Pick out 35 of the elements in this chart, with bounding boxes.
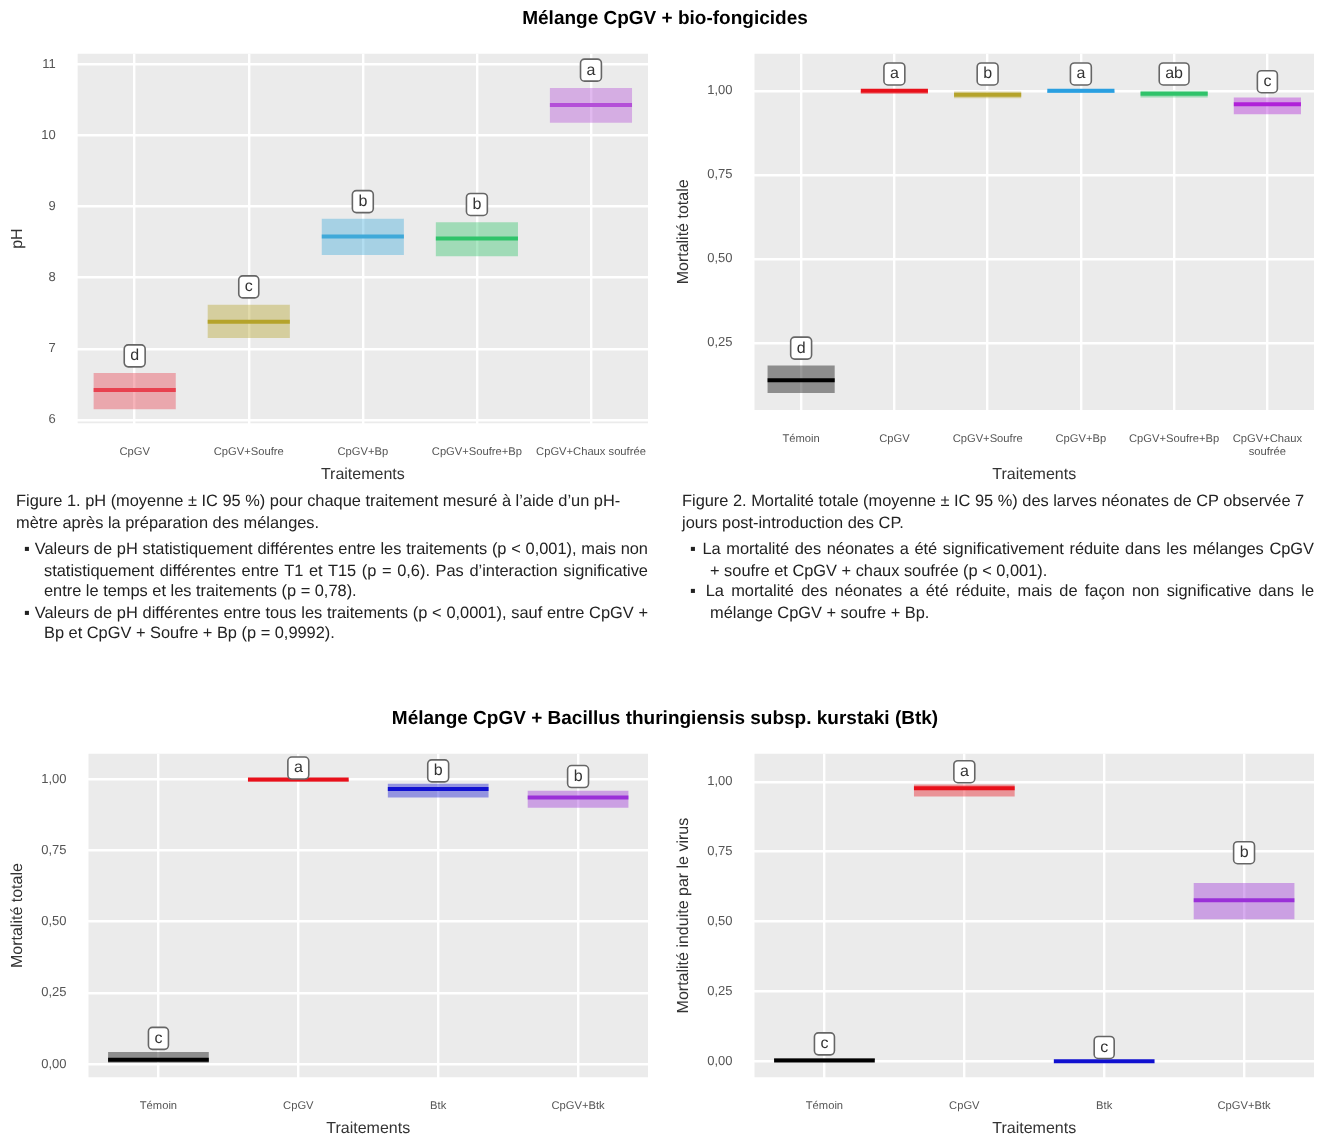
caption: Figure 2. Mortalité totale (moyenne ± IC 95 %) des larves néonates de CP observée 7 jours post-introduction des CP. bbox=[682, 492, 1307, 534]
chart-title: Mélange CpGV + Bacillus thuringiensis subsp. kurstaki (Btk) bbox=[389, 708, 941, 730]
annotation: a bbox=[959, 762, 970, 781]
x-axis-title: Traitements bbox=[992, 1118, 1077, 1137]
chart-title: Mélange CpGV + bio-fongicides bbox=[520, 8, 810, 30]
annotation: d bbox=[796, 338, 806, 357]
text: ▪ La mortalité des néonates a été significativement réduite dans les mélanges CpGV + soufre et CpGV + chaux soufrée (p < 0,001). bbox=[690, 540, 1314, 582]
annotation: c bbox=[1100, 1037, 1109, 1056]
x-axis-title: Traitements bbox=[320, 464, 405, 483]
text: ▪ Valeurs de pH statistiquement différentes entre les traitements (p < 0,001), mais non statistiquement différentes entre T1 et T15 (p = 0,6). Pas d’interaction significative entre le temps et les traitements (p = 0,78). bbox=[24, 540, 648, 603]
annotation: d bbox=[130, 346, 140, 365]
x-axis-title: Traitements bbox=[326, 1118, 411, 1137]
annotation: a bbox=[889, 64, 900, 83]
y-axis-title: Mortalité totale bbox=[674, 178, 693, 285]
text: ▪ La mortalité des néonates a été réduite, mais de façon non significative dans le mélange CpGV + soufre + Bp. bbox=[690, 582, 1314, 624]
annotation: b bbox=[983, 64, 994, 83]
annotation: b bbox=[433, 761, 444, 780]
annotation: b bbox=[472, 194, 483, 213]
annotation: b bbox=[358, 192, 369, 211]
annotation: a bbox=[586, 60, 597, 79]
annotation: a bbox=[293, 758, 304, 777]
annotation: ab bbox=[1165, 64, 1185, 83]
text: ▪ Valeurs de pH différentes entre tous les traitements (p < 0,0001), sauf entre CpGV + Bp et CpGV + Soufre + Bp (p = 0,9992). bbox=[24, 603, 648, 645]
annotation: c bbox=[244, 277, 253, 296]
annotation: c bbox=[1263, 72, 1272, 91]
caption: Figure 1. pH (moyenne ± IC 95 %) pour chaque traitement mesuré à l’aide d’un pH-mètre après la préparation des mélanges. bbox=[16, 492, 623, 534]
y-axis-title: Mortalité induite par le virus bbox=[674, 817, 693, 1014]
annotation: b bbox=[1239, 843, 1250, 862]
annotation: a bbox=[1076, 64, 1087, 83]
annotation: c bbox=[820, 1034, 829, 1053]
x-axis-title: Traitements bbox=[992, 464, 1077, 483]
annotation: c bbox=[154, 1028, 163, 1047]
y-axis-title: pH bbox=[8, 227, 27, 249]
annotation: b bbox=[573, 766, 584, 785]
y-axis-title: Mortalité totale bbox=[8, 862, 27, 969]
